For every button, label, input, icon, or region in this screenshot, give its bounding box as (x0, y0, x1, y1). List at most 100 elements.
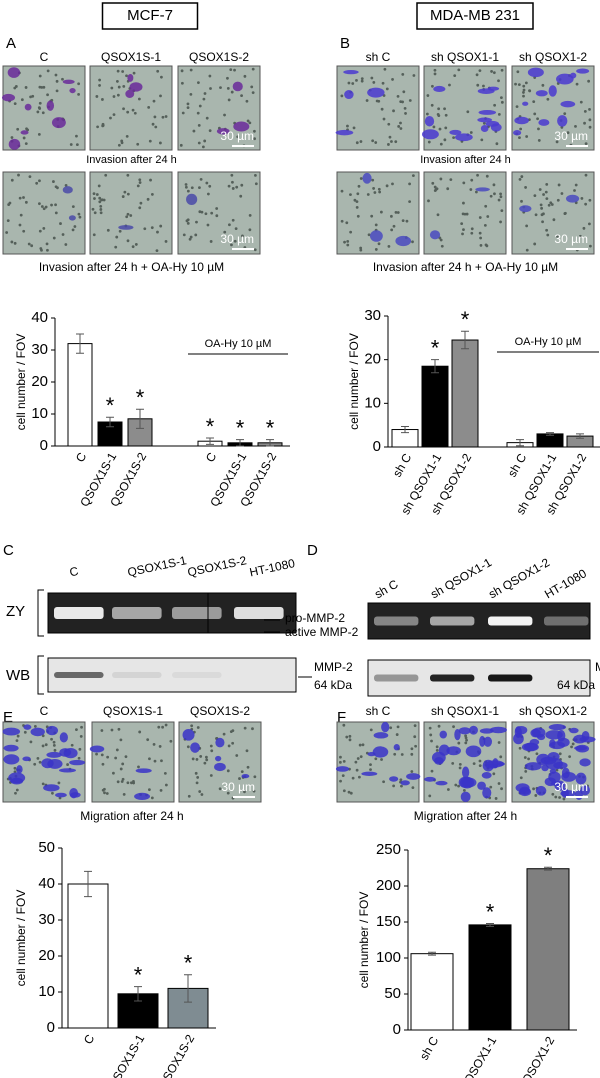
pore (497, 112, 501, 116)
pore (408, 200, 412, 203)
pore (448, 83, 451, 87)
pore (124, 755, 128, 759)
pore (75, 134, 78, 138)
pore (159, 141, 162, 145)
caption: Migration after 24 h (80, 809, 183, 823)
pore (196, 726, 200, 729)
pore (119, 738, 123, 742)
pore (399, 778, 403, 782)
bar (526, 868, 570, 1031)
pore (499, 755, 503, 759)
pore (412, 74, 416, 77)
y-tick-label: 50 (384, 985, 401, 1002)
pore (159, 224, 163, 228)
lane-label: QSOX1S-1 (126, 553, 188, 579)
pore (346, 240, 350, 243)
pore (533, 112, 537, 116)
pore (245, 749, 249, 753)
pore (78, 747, 82, 751)
pore (428, 794, 432, 798)
pore (222, 732, 226, 736)
pore (231, 218, 235, 222)
pore (462, 228, 465, 232)
pore (411, 786, 415, 790)
band (54, 672, 104, 678)
y-tick-label: 10 (31, 405, 48, 422)
pore (236, 135, 240, 139)
pore (155, 249, 159, 253)
cell (369, 230, 383, 242)
pore (385, 87, 389, 91)
pore (115, 80, 119, 83)
pore (391, 182, 394, 186)
pore (493, 192, 496, 196)
pore (46, 248, 49, 252)
pore (435, 187, 439, 191)
significance-marker: * (461, 307, 470, 332)
x-tick-label: C (203, 450, 220, 465)
pore (251, 67, 255, 71)
pore (77, 212, 81, 216)
pore (126, 110, 130, 114)
pore (500, 68, 504, 72)
pore (574, 124, 577, 128)
pore (584, 202, 588, 206)
pore (161, 115, 165, 119)
y-tick-label: 30 (38, 911, 55, 928)
pore (401, 100, 404, 104)
pore (355, 768, 359, 772)
pore (497, 198, 501, 202)
pore (370, 214, 374, 218)
pore (101, 98, 104, 101)
y-tick-label: 10 (38, 983, 55, 1000)
cell (68, 215, 76, 221)
pore (254, 173, 257, 177)
band (112, 672, 162, 678)
pore (197, 141, 201, 145)
x-tick-label: sh C (390, 451, 415, 480)
pore (480, 138, 484, 142)
pore (191, 757, 195, 761)
pore (378, 190, 382, 194)
pore (153, 759, 157, 763)
pore (101, 122, 105, 126)
pore (195, 758, 199, 761)
pore (92, 233, 96, 237)
pore (524, 769, 528, 773)
pore (98, 200, 102, 204)
pore (146, 738, 150, 742)
pore (157, 725, 161, 729)
pore (560, 192, 564, 195)
pore (403, 106, 407, 110)
pore (392, 784, 396, 788)
cell (554, 780, 566, 791)
cell (576, 68, 590, 74)
scale-label: 30 µm (554, 780, 588, 794)
pore (541, 83, 545, 87)
pore (248, 121, 252, 125)
pore (233, 239, 237, 243)
pore (540, 213, 544, 217)
pore (342, 789, 346, 793)
pore (359, 248, 363, 252)
pore (349, 791, 353, 795)
pore (199, 755, 203, 758)
pore (465, 212, 469, 216)
band (172, 607, 222, 619)
pore (33, 725, 37, 728)
image-label: QSOX1S-1 (101, 50, 161, 64)
pore (125, 74, 128, 78)
pore (393, 752, 397, 756)
pore (163, 771, 167, 775)
micrograph-bg (336, 171, 420, 255)
cell (524, 762, 542, 771)
cell (127, 73, 134, 82)
pore (556, 198, 560, 202)
pore (525, 248, 529, 252)
y-axis-label: cell number / FOV (14, 890, 28, 987)
pore (227, 98, 231, 102)
pore (131, 245, 135, 249)
pore (527, 757, 530, 761)
error-bar (76, 333, 84, 354)
